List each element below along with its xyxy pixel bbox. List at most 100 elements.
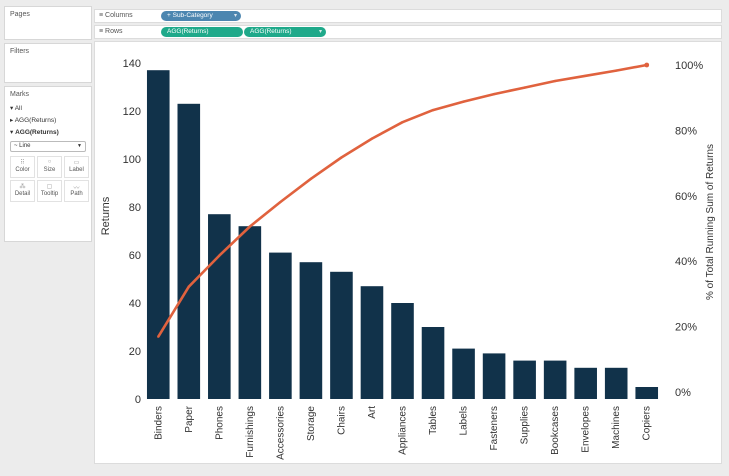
x-tick-label: Bookcases xyxy=(550,406,561,455)
marks-agg1-label: AGG(Returns) xyxy=(14,117,57,124)
right-tick-label: 60% xyxy=(675,191,697,203)
bar-paper[interactable] xyxy=(177,103,201,400)
path-icon: 〰 xyxy=(73,186,80,192)
left-axis: 0 20 40 60 80 100 120 140 xyxy=(123,58,141,406)
left-tick-label: 80 xyxy=(129,202,141,214)
right-axis: 0% 20% 40% 60% 80% 100% xyxy=(675,60,703,399)
collapse-icon[interactable]: ▾ xyxy=(10,129,16,136)
left-tick-label: 140 xyxy=(123,58,141,70)
left-tick-label: 120 xyxy=(123,106,141,118)
cumulative-point[interactable] xyxy=(401,121,404,124)
bar-machines[interactable] xyxy=(604,367,628,399)
x-axis-labels: Binders Paper Phones Furnishings Accessories… xyxy=(153,405,652,460)
rows-label: ≡ Rows xyxy=(99,28,123,35)
bar-bookcases[interactable] xyxy=(543,360,567,399)
rows-shelf[interactable]: ≡ Rows AGG(Returns) AGG(Returns) ▾ xyxy=(94,25,722,39)
pareto-chart[interactable]: 0 20 40 60 80 100 120 140 0% 20% 40% 60% 80% 100% Bi… xyxy=(95,42,721,463)
filters-title: Filters xyxy=(10,48,30,55)
color-icon: ⠿ xyxy=(20,160,25,166)
expand-icon[interactable]: ▸ xyxy=(10,117,15,124)
size-icon: ○ xyxy=(47,159,52,165)
detail-button[interactable]: ⁂ Detail xyxy=(10,180,35,202)
detail-icon: ⁂ xyxy=(19,184,26,190)
rows-pill-returns-2[interactable]: AGG(Returns) ▾ xyxy=(244,27,326,37)
bar-phones[interactable] xyxy=(208,214,231,399)
x-tick-label: Supplies xyxy=(520,406,531,444)
bar-fasteners[interactable] xyxy=(482,353,506,399)
cumulative-point[interactable] xyxy=(218,254,221,257)
x-tick-label: Envelopes xyxy=(581,406,592,453)
filters-panel[interactable]: Filters xyxy=(4,43,92,83)
color-button[interactable]: ⠿ Color xyxy=(10,156,35,178)
marks-agg1-card[interactable]: ▸ AGG(Returns) xyxy=(5,114,91,126)
right-tick-label: 40% xyxy=(675,256,697,268)
rows-label-text: Rows xyxy=(105,28,123,35)
bar-binders[interactable] xyxy=(146,70,170,399)
pill-dropdown-icon[interactable]: ▾ xyxy=(233,13,237,19)
path-button[interactable]: 〰 Path xyxy=(64,180,89,202)
cumulative-point[interactable] xyxy=(370,137,374,140)
cumulative-point[interactable] xyxy=(279,200,282,204)
x-tick-label: Tables xyxy=(428,406,439,435)
pill-plus-icon: + xyxy=(167,12,173,19)
columns-pill-subcategory[interactable]: + Sub-Category ▾ xyxy=(161,11,241,21)
bar-envelopes[interactable] xyxy=(574,367,597,399)
tooltip-icon: ▢ xyxy=(46,184,53,190)
marks-agg2-card[interactable]: ▾ AGG(Returns) xyxy=(5,126,91,138)
marks-all-card[interactable]: ▾ All xyxy=(5,102,91,114)
viz-canvas[interactable]: 0 20 40 60 80 100 120 140 0% 20% 40% 60% 80% 100% Bi… xyxy=(94,41,722,464)
cumulative-line xyxy=(157,62,650,338)
bar-art[interactable] xyxy=(360,286,384,399)
tooltip-button[interactable]: ▢ Tooltip xyxy=(37,180,62,202)
mark-type-dropdown[interactable]: ~ Line ▼ xyxy=(10,141,86,152)
cumulative-point[interactable] xyxy=(248,225,252,228)
marks-panel[interactable]: Marks ▾ All ▸ AGG(Returns) ▾ AGG(Returns… xyxy=(4,86,92,242)
bar-furnishings[interactable] xyxy=(238,226,262,399)
marks-agg2-label: AGG(Returns) xyxy=(15,129,59,136)
color-button-label: Color xyxy=(15,167,30,173)
bar-chairs[interactable] xyxy=(330,271,353,399)
cumulative-percent-line[interactable] xyxy=(157,63,647,338)
cumulative-point[interactable] xyxy=(584,74,587,77)
right-tick-label: 0% xyxy=(675,387,691,399)
collapse-icon[interactable]: ▾ xyxy=(10,105,15,112)
cumulative-point[interactable] xyxy=(644,62,650,68)
cumulative-point[interactable] xyxy=(340,156,343,159)
right-tick-label: 80% xyxy=(675,125,697,137)
marks-title: Marks xyxy=(10,91,30,98)
bar-appliances[interactable] xyxy=(391,303,414,399)
rows-pill-returns-1[interactable]: AGG(Returns) xyxy=(161,27,243,37)
label-button[interactable]: ▭ Label xyxy=(64,156,89,178)
cumulative-point[interactable] xyxy=(431,108,435,112)
x-tick-label: Paper xyxy=(184,405,195,432)
tooltip-button-label: Tooltip xyxy=(40,191,59,197)
cumulative-point[interactable] xyxy=(615,69,618,72)
left-tick-label: 100 xyxy=(123,154,141,166)
cumulative-point[interactable] xyxy=(462,100,465,103)
cumulative-point[interactable] xyxy=(157,335,160,338)
x-tick-label: Accessories xyxy=(275,406,286,460)
bar-storage[interactable] xyxy=(299,262,323,399)
x-tick-label: Appliances xyxy=(398,406,409,455)
size-button[interactable]: ○ Size xyxy=(37,156,62,178)
columns-shelf[interactable]: ≡ Columns + Sub-Category ▾ xyxy=(94,9,722,23)
cumulative-point[interactable] xyxy=(309,177,313,180)
right-axis-title: % of Total Running Sum of Returns xyxy=(705,144,716,300)
bar-copiers[interactable] xyxy=(635,387,659,399)
cumulative-point[interactable] xyxy=(553,79,557,83)
cumulative-point[interactable] xyxy=(187,285,190,288)
bar-accessories[interactable] xyxy=(269,252,292,399)
mark-type-value: Line xyxy=(19,143,31,149)
cumulative-point[interactable] xyxy=(492,92,496,96)
cumulative-point[interactable] xyxy=(523,86,526,89)
rows-pill-1-label: AGG(Returns) xyxy=(167,28,209,35)
pill-dropdown-icon[interactable]: ▾ xyxy=(318,29,322,35)
x-tick-label: Machines xyxy=(611,406,622,449)
pages-panel[interactable]: Pages xyxy=(4,6,92,40)
line-mark-icon: ~ xyxy=(14,143,20,149)
bar-tables[interactable] xyxy=(421,327,445,399)
bar-labels[interactable] xyxy=(452,348,475,399)
left-tick-label: 40 xyxy=(129,298,141,310)
x-tick-label: Copiers xyxy=(642,406,653,440)
bar-supplies[interactable] xyxy=(513,360,536,399)
